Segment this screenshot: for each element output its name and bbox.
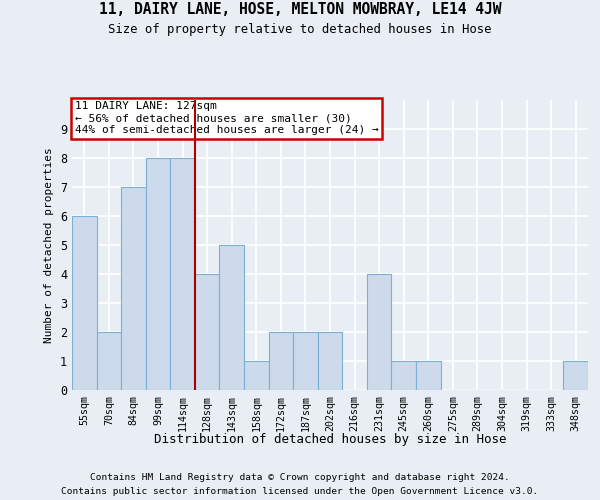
Bar <box>244 361 269 390</box>
Bar <box>367 274 391 390</box>
Bar <box>563 361 588 390</box>
Bar <box>146 158 170 390</box>
Text: 11 DAIRY LANE: 127sqm
← 56% of detached houses are smaller (30)
44% of semi-deta: 11 DAIRY LANE: 127sqm ← 56% of detached … <box>74 102 379 134</box>
Bar <box>269 332 293 390</box>
Text: 11, DAIRY LANE, HOSE, MELTON MOWBRAY, LE14 4JW: 11, DAIRY LANE, HOSE, MELTON MOWBRAY, LE… <box>99 2 501 18</box>
Text: Distribution of detached houses by size in Hose: Distribution of detached houses by size … <box>154 432 506 446</box>
Text: Contains HM Land Registry data © Crown copyright and database right 2024.: Contains HM Land Registry data © Crown c… <box>90 472 510 482</box>
Bar <box>293 332 318 390</box>
Bar <box>97 332 121 390</box>
Bar <box>72 216 97 390</box>
Bar <box>121 187 146 390</box>
Text: Contains public sector information licensed under the Open Government Licence v3: Contains public sector information licen… <box>61 488 539 496</box>
Y-axis label: Number of detached properties: Number of detached properties <box>44 147 55 343</box>
Text: Size of property relative to detached houses in Hose: Size of property relative to detached ho… <box>108 22 492 36</box>
Bar <box>391 361 416 390</box>
Bar <box>195 274 220 390</box>
Bar <box>416 361 440 390</box>
Bar <box>318 332 342 390</box>
Bar <box>170 158 195 390</box>
Bar <box>220 245 244 390</box>
